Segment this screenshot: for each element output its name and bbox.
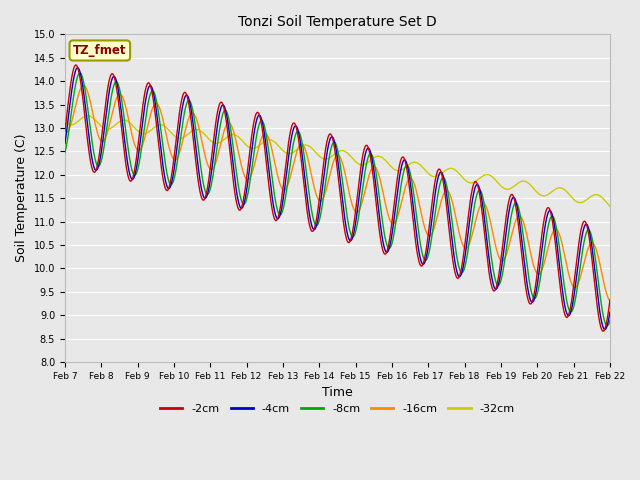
-16cm <box>117 92 125 98</box>
-2cm <box>117 121 125 127</box>
Title: Tonzi Soil Temperature Set D: Tonzi Soil Temperature Set D <box>238 15 436 29</box>
-32cm <box>282 150 290 156</box>
-2cm <box>497 262 504 267</box>
-4cm <box>606 309 614 315</box>
-8cm <box>486 248 494 253</box>
-32cm <box>486 173 494 179</box>
-8cm <box>497 280 504 286</box>
-32cm <box>606 204 614 209</box>
-16cm <box>486 219 494 225</box>
-2cm <box>486 278 494 284</box>
-4cm <box>74 65 81 71</box>
-2cm <box>436 167 444 172</box>
-16cm <box>436 204 444 209</box>
-16cm <box>606 298 614 304</box>
-2cm <box>72 62 79 68</box>
-2cm <box>606 297 614 303</box>
-2cm <box>282 161 290 167</box>
-8cm <box>436 182 444 188</box>
-8cm <box>604 323 611 329</box>
-4cm <box>61 141 68 146</box>
-8cm <box>76 70 83 76</box>
-4cm <box>486 266 494 272</box>
-32cm <box>301 142 309 148</box>
-32cm <box>497 182 504 188</box>
Text: TZ_fmet: TZ_fmet <box>73 44 127 57</box>
-2cm <box>301 196 309 202</box>
-4cm <box>301 180 309 186</box>
Line: -16cm: -16cm <box>65 85 610 301</box>
Y-axis label: Soil Temperature (C): Soil Temperature (C) <box>15 134 28 263</box>
-8cm <box>117 94 125 100</box>
Line: -4cm: -4cm <box>65 68 610 329</box>
-16cm <box>497 257 504 263</box>
X-axis label: Time: Time <box>322 386 353 399</box>
-32cm <box>436 172 444 178</box>
-8cm <box>61 150 68 156</box>
-4cm <box>601 326 609 332</box>
-8cm <box>606 318 614 324</box>
-4cm <box>436 170 444 176</box>
-4cm <box>117 108 125 113</box>
-32cm <box>61 119 68 125</box>
-8cm <box>282 192 290 198</box>
-4cm <box>282 176 290 182</box>
-8cm <box>301 162 309 168</box>
Line: -8cm: -8cm <box>65 73 610 326</box>
-16cm <box>79 83 87 88</box>
Legend: -2cm, -4cm, -8cm, -16cm, -32cm: -2cm, -4cm, -8cm, -16cm, -32cm <box>156 400 519 419</box>
-2cm <box>61 129 68 134</box>
-16cm <box>301 147 309 153</box>
Line: -32cm: -32cm <box>65 116 610 206</box>
-16cm <box>61 130 68 135</box>
Line: -2cm: -2cm <box>65 65 610 331</box>
-32cm <box>117 118 125 124</box>
-4cm <box>497 273 504 278</box>
-32cm <box>84 113 92 119</box>
-2cm <box>600 328 607 334</box>
-16cm <box>282 186 290 192</box>
